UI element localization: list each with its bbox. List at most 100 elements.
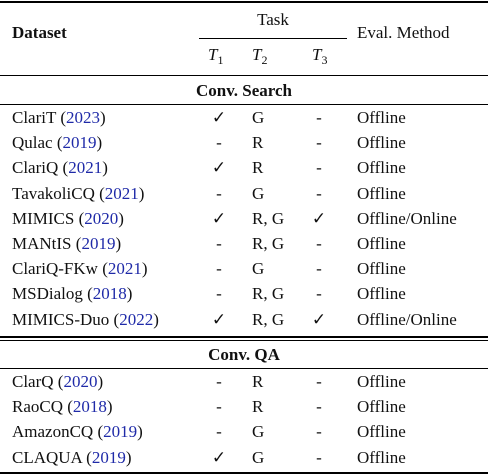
t2-cell: R, G [252,284,285,304]
dataset-name: TavakoliCQ (2021) [12,183,145,203]
dataset-label: ClarQ [12,372,54,391]
eval-method-cell: Offline [357,422,406,442]
task-underline [199,38,347,39]
citation-year-link[interactable]: 2022 [119,309,154,329]
section-title-conv-search: Conv. Search [195,81,293,100]
table-row: MANtIS (2019) - R, G - Offline [0,231,488,256]
t1-cell: - [216,422,222,442]
t3-cell: - [316,234,322,253]
dataset-name: ClariT (2023) [12,108,106,127]
eval-method-cell: Offline [357,284,406,304]
section-divider [0,336,488,338]
section-rule-conv-qa [0,368,488,369]
t2-cell: R [252,372,264,391]
dataset-name: Qulac (2019) [12,133,103,153]
eval-method-cell: Offline/Online [357,208,457,228]
t2-cell: R [252,133,264,153]
bottom-rule [0,472,488,474]
citation-year-link[interactable]: 2021 [104,183,139,203]
eval-method-cell: Offline [357,259,406,279]
section-divider-inner [0,340,488,341]
t3-cell: - [316,372,322,391]
t3-cell: - [316,447,322,467]
table-row: ClariT (2023) ✓ G - Offline [0,105,488,130]
header-task: Task [257,10,289,29]
t3-cell: - [316,183,322,203]
header-t1-letter: T [208,45,218,64]
header-t3-sub: 3 [321,53,328,67]
t1-cell: - [216,259,222,279]
t2-cell: R [252,397,264,417]
citation-year-link[interactable]: 2020 [63,372,98,391]
t3-cell: - [316,108,322,127]
t1-cell: ✓ [211,447,227,467]
citation-year-link[interactable]: 2023 [66,108,100,127]
dataset-label: ClariQ-FKw [12,259,98,279]
t3-cell: - [316,422,322,442]
section-rule-conv-search [0,104,488,105]
dataset-label: ClariQ [12,158,59,178]
t2-cell: R, G [252,309,285,329]
t2-cell: G [252,447,265,467]
section-title-conv-qa: Conv. QA [208,345,280,364]
t2-cell: R, G [252,234,285,253]
t3-cell: ✓ [311,208,327,228]
t3-cell: - [316,397,322,417]
t3-cell: - [316,133,322,153]
t1-cell: ✓ [211,208,227,228]
eval-method-cell: Offline [357,133,406,153]
dataset-label: MIMICS-Duo [12,309,110,329]
eval-method-cell: Offline/Online [357,309,457,329]
table-row: MSDialog (2018) - R, G - Offline [0,281,488,306]
header-t2: T2 [252,45,268,67]
eval-method-cell: Offline [357,397,406,417]
dataset-name: MIMICS-Duo (2022) [12,309,159,329]
header-t3: T3 [312,45,328,67]
t3-cell: - [316,259,322,279]
dataset-name: ClariQ (2021) [12,158,108,178]
dataset-label: AmazonCQ [12,422,94,442]
header-t3-letter: T [312,45,322,64]
eval-method-cell: Offline [357,447,406,467]
header-rule [0,75,488,76]
t2-cell: G [252,183,265,203]
citation-year-link[interactable]: 2019 [91,447,126,467]
t2-cell: G [252,108,265,127]
table-row: ClariQ (2021) ✓ R - Offline [0,155,488,180]
dataset-name: ClariQ-FKw (2021) [12,259,148,279]
header-t1: T1 [208,45,223,67]
dataset-label: TavakoliCQ [12,183,95,203]
citation-year-link[interactable]: 2018 [72,397,107,417]
t1-cell: ✓ [211,309,227,329]
dataset-name: RaoCQ (2018) [12,397,113,417]
header-t2-letter: T [252,45,262,64]
t3-cell: - [316,158,322,178]
t1-cell: ✓ [211,108,227,127]
t3-cell: - [316,284,322,304]
t2-cell: R, G [252,208,285,228]
t2-cell: G [252,259,265,279]
dataset-name: ClarQ (2020) [12,372,104,391]
t2-cell: R [252,158,264,178]
citation-year-link[interactable]: 2021 [68,158,103,178]
t3-cell: ✓ [311,309,327,329]
t1-cell: ✓ [211,158,227,178]
citation-year-link[interactable]: 2019 [62,133,97,153]
table-row: AmazonCQ (2019) - G - Offline [0,419,488,444]
dataset-label: MSDialog [12,284,83,304]
header-eval-method: Eval. Method [357,23,450,42]
citation-year-link[interactable]: 2020 [84,208,119,228]
dataset-label: Qulac [12,133,53,153]
t1-cell: - [216,133,222,153]
header-t2-sub: 2 [261,53,268,67]
citation-year-link[interactable]: 2018 [92,284,127,304]
table-row: ClariQ-FKw (2021) - G - Offline [0,256,488,281]
eval-method-cell: Offline [357,183,406,203]
dataset-name: MIMICS (2020) [12,208,124,228]
citation-year-link[interactable]: 2019 [81,234,116,253]
dataset-label: MIMICS [12,208,75,228]
dataset-name: MANtIS (2019) [12,234,122,253]
eval-method-cell: Offline [357,108,406,127]
citation-year-link[interactable]: 2021 [107,259,142,279]
citation-year-link[interactable]: 2019 [103,422,138,442]
